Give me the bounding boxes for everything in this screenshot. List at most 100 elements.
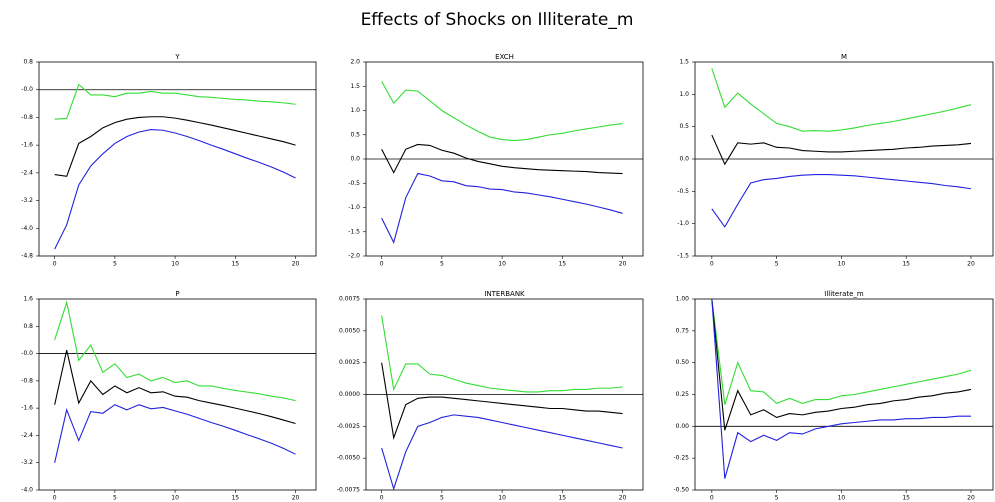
y-tick-label: -2.4: [21, 169, 33, 176]
y-tick-label: -1.0: [677, 220, 689, 227]
y-tick-label: 0.0075: [339, 296, 360, 303]
series-line: [381, 362, 623, 440]
panel-title: Illiterate_m: [824, 290, 864, 298]
panel: P 1.6 0.8 -0.0 -0.8 -1.6 -2.4 -3.2 -4.0 0 5 10 15 20: [21, 290, 317, 502]
x-tick-label: 5: [113, 495, 117, 502]
y-tick-label: 0.5: [679, 123, 689, 130]
y-tick-label: -1.6: [21, 405, 33, 412]
series-line: [54, 128, 296, 250]
x-tick-label: 5: [775, 261, 779, 268]
x-tick-label: 15: [558, 495, 566, 502]
y-tick-label: -0.8: [21, 114, 33, 121]
series-line: [54, 300, 296, 402]
x-tick-label: 15: [902, 495, 910, 502]
x-tick-label: 0: [53, 495, 57, 502]
series-line: [54, 83, 296, 120]
x-tick-label: 15: [231, 495, 239, 502]
series-line: [381, 315, 623, 393]
figure-title: Effects of Shocks on Illiterate_m: [361, 10, 634, 30]
series-line: [711, 134, 972, 166]
series-line: [381, 143, 623, 175]
x-tick-label: 15: [231, 261, 239, 268]
x-tick-label: 20: [967, 495, 975, 502]
series-line: [381, 81, 623, 142]
x-tick-label: 0: [710, 261, 714, 268]
x-tick-label: 15: [902, 261, 910, 268]
x-tick-label: 20: [619, 261, 627, 268]
panel: Illiterate_m 1.00 0.75 0.50 0.25 0.00 -0.25 -0.…: [673, 290, 994, 502]
y-tick-label: -3.2: [21, 459, 33, 466]
y-tick-label: 1.00: [676, 296, 690, 303]
y-tick-label: 0.0050: [339, 327, 360, 334]
panel-title: EXCH: [495, 53, 514, 61]
y-tick-label: -0.0: [21, 350, 33, 357]
panel-title: M: [841, 53, 847, 61]
series-line: [711, 298, 972, 405]
y-tick-label: -4.0: [21, 487, 33, 494]
series-line: [711, 298, 972, 431]
y-tick-label: 0.0025: [339, 359, 360, 366]
series-line: [711, 68, 972, 132]
y-tick-label: 1.0: [679, 91, 689, 98]
y-tick-label: -1.0: [348, 204, 360, 211]
x-tick-label: 20: [292, 495, 300, 502]
y-tick-label: -1.5: [348, 228, 360, 235]
x-tick-label: 0: [710, 495, 714, 502]
y-tick-label: -1.6: [21, 142, 33, 149]
y-tick-label: 0.5: [350, 131, 360, 138]
panel: INTERBANK 0.0075 0.0050 0.0025 0.0000 -0.0025…: [337, 290, 644, 502]
y-tick-label: -0.0025: [337, 423, 360, 430]
x-tick-label: 10: [838, 261, 846, 268]
y-tick-label: 1.6: [23, 296, 33, 303]
panel: EXCH 2.0 1.5 1.0 0.5 0.0 -0.5 -1.0 -1.5 -2.0 0 5 10 1…: [348, 53, 644, 268]
y-tick-label: 0.8: [23, 323, 33, 330]
x-tick-label: 15: [558, 261, 566, 268]
x-tick-label: 20: [619, 495, 627, 502]
y-tick-label: 0.8: [23, 59, 33, 66]
y-tick-label: 1.5: [679, 59, 689, 66]
y-tick-label: -0.25: [673, 455, 689, 462]
y-tick-label: 1.5: [350, 83, 360, 90]
y-tick-label: -4.0: [21, 225, 33, 232]
x-tick-label: 20: [292, 261, 300, 268]
series-line: [54, 116, 296, 177]
y-tick-label: 0.25: [676, 391, 690, 398]
y-tick-label: 0.00: [676, 423, 690, 430]
x-tick-label: 0: [53, 261, 57, 268]
y-tick-label: 0.0: [350, 156, 360, 163]
x-tick-label: 5: [775, 495, 779, 502]
panel-title: INTERBANK: [484, 290, 525, 298]
y-tick-label: 0.0: [679, 156, 689, 163]
panel-title: Y: [174, 53, 180, 61]
x-tick-label: 10: [498, 261, 506, 268]
y-tick-label: -2.4: [21, 432, 33, 439]
x-tick-label: 10: [171, 495, 179, 502]
series-line: [381, 414, 623, 491]
series-line: [54, 404, 296, 463]
y-tick-label: -4.8: [21, 253, 33, 260]
y-tick-label: 0.50: [676, 359, 690, 366]
series-line: [711, 173, 972, 228]
panel: M 1.5 1.0 0.5 0.0 -0.5 -1.0 -1.5 0 5 10 15 20: [677, 53, 994, 268]
x-tick-label: 0: [380, 261, 384, 268]
x-tick-label: 5: [440, 261, 444, 268]
series-line: [54, 350, 296, 425]
y-tick-label: -2.0: [348, 253, 360, 260]
y-tick-label: -3.2: [21, 197, 33, 204]
y-tick-label: 2.0: [350, 59, 360, 66]
y-tick-label: -0.5: [348, 180, 360, 187]
plot-frame: [38, 61, 317, 257]
x-tick-label: 0: [380, 495, 384, 502]
y-tick-label: -1.5: [677, 253, 689, 260]
series-line: [711, 298, 971, 479]
y-tick-label: 1.0: [350, 107, 360, 114]
y-tick-label: -0.0050: [337, 455, 360, 462]
y-tick-label: -0.0075: [337, 487, 360, 494]
x-tick-label: 5: [440, 495, 444, 502]
plot-frame: [38, 298, 317, 491]
x-tick-label: 5: [113, 261, 117, 268]
panel-title: P: [175, 290, 179, 298]
y-tick-label: -0.8: [21, 377, 33, 384]
y-tick-label: -0.50: [673, 487, 689, 494]
